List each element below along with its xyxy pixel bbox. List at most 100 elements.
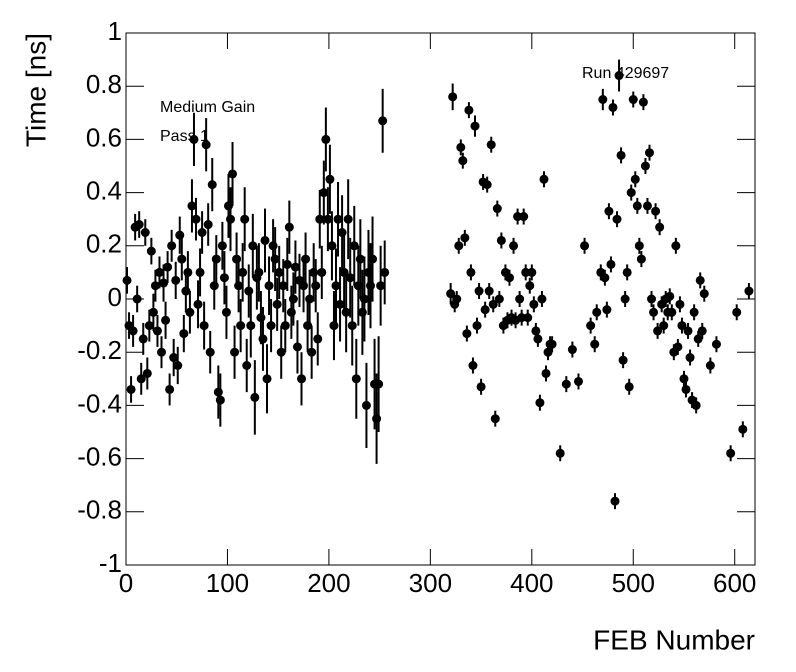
data-point [286,307,296,317]
y-tick-label: -0.6 [77,441,122,471]
data-point [632,201,642,211]
data-point [626,188,636,198]
x-axis-title: FEB Number [593,624,755,655]
data-point [309,267,319,277]
x-tick-label: 400 [510,568,553,598]
data-point [537,294,547,304]
data-point [331,281,341,291]
data-point [207,180,217,190]
data-point [122,275,132,285]
data-point [246,321,256,331]
data-point [608,102,618,112]
x-tick-label: 500 [612,568,655,598]
data-point [677,321,687,331]
data-point [209,281,219,291]
data-point [691,400,701,410]
annotation: Pass 1 [160,128,209,145]
data-point [470,121,480,131]
data-point [561,379,571,389]
data-point [744,286,754,296]
data-point [535,398,545,408]
data-point [199,321,209,331]
data-point [292,342,302,352]
data-point [203,220,213,230]
data-point [667,307,677,317]
data-point [150,281,160,291]
data-point [586,321,596,331]
data-point [260,235,270,245]
data-point [313,334,323,344]
data-point [282,259,292,269]
data-point [539,174,549,184]
data-point [376,281,386,291]
data-point [681,384,691,394]
data-point [134,220,144,230]
data-point [580,241,590,251]
data-point [327,241,337,251]
data-point [711,339,721,349]
data-point [349,241,359,251]
y-tick-label: -0.4 [77,388,122,418]
data-point [368,254,378,264]
data-point [290,262,300,272]
data-point [250,392,260,402]
data-point [486,140,496,150]
data-point [679,374,689,384]
data-point [659,321,669,331]
data-point [531,326,541,336]
data-point [132,294,142,304]
data-point [276,347,286,357]
data-point [266,321,276,331]
data-point [695,275,705,285]
data-point [248,241,258,251]
y-tick-label: -0.2 [77,335,122,365]
data-point [496,235,506,245]
data-point [195,267,205,277]
data-point [221,307,231,317]
data-point [299,281,309,291]
data-point [167,241,177,251]
data-point [238,267,248,277]
data-point [345,273,355,283]
data-point [456,142,466,152]
data-point [448,92,458,102]
data-point [343,214,353,224]
data-point [148,307,158,317]
data-point [228,169,238,179]
data-point [232,254,242,264]
data-point [280,321,290,331]
data-point [372,414,382,424]
data-point [201,140,211,150]
data-point [634,241,644,251]
data-point [693,334,703,344]
data-point [183,267,193,277]
data-point [640,161,650,171]
data-point [307,347,317,357]
data-point [205,347,215,357]
data-point [504,273,514,283]
data-point [644,148,654,158]
data-point [462,329,472,339]
data-point [649,307,659,317]
data-point [159,278,169,288]
data-point [262,374,272,384]
data-point [142,368,152,378]
data-point [270,254,280,264]
data-point [341,307,351,317]
data-point [315,214,325,224]
annotation: Run 429697 [582,65,669,82]
data-point [274,267,284,277]
data-point [446,289,456,299]
data-point [189,134,199,144]
data-point [480,305,490,315]
data-point [665,291,675,301]
data-point [187,201,197,211]
data-point [258,334,268,344]
data-point [592,307,602,317]
data-point [529,299,539,309]
data-point [705,361,715,370]
data-point [319,188,329,198]
data-point [380,267,390,277]
y-tick-label: 0.4 [86,175,122,205]
